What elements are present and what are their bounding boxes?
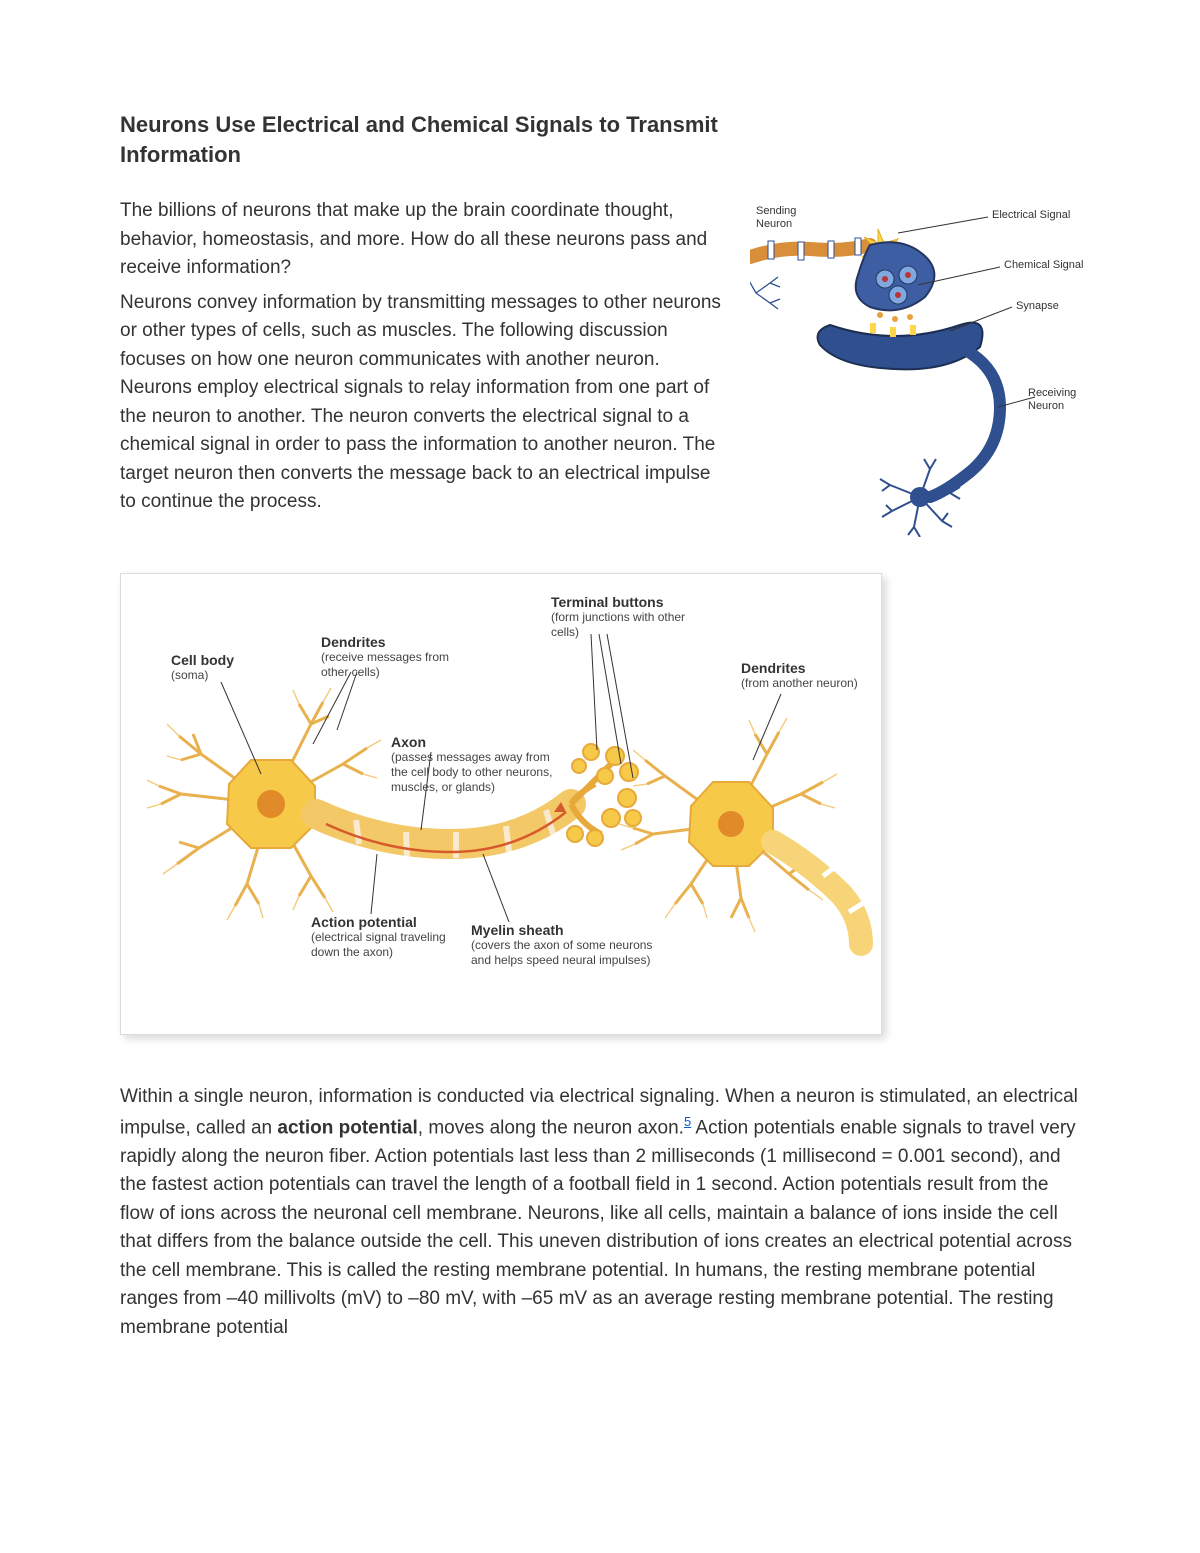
page-title: Neurons Use Electrical and Chemical Sign… — [120, 110, 740, 169]
label-synapse: Synapse — [1016, 300, 1059, 312]
lbl-action: Action potential — [311, 914, 461, 930]
lbl-myelin-s: (covers the axon of some neurons and hel… — [471, 938, 661, 968]
label-receiving: ReceivingNeuron — [1028, 387, 1076, 412]
lbl-myelin: Myelin sheath — [471, 922, 661, 938]
intro-p2: Neurons convey information by transmitti… — [120, 289, 726, 517]
neuron-diagram: Cell body (soma) Dendrites (receive mess… — [120, 573, 882, 1035]
intro-text: The billions of neurons that make up the… — [120, 197, 726, 523]
lbl-dendrites2-s: (from another neuron) — [741, 676, 861, 691]
lbl-terminal: Terminal buttons — [551, 594, 701, 610]
label-sending: SendingNeuron — [756, 205, 796, 230]
body-paragraph: Within a single neuron, information is c… — [120, 1083, 1080, 1342]
lbl-cellbody: Cell body — [171, 652, 234, 668]
lbl-dendrites2: Dendrites — [741, 660, 861, 676]
label-electrical: Electrical Signal — [992, 209, 1070, 221]
lbl-terminal-s: (form junctions with other cells) — [551, 610, 701, 640]
document-page: Neurons Use Electrical and Chemical Sign… — [0, 0, 1200, 1553]
body-rest: Action potentials enable signals to trav… — [120, 1117, 1076, 1338]
body-bold: action potential — [277, 1117, 417, 1138]
lbl-dendrites: Dendrites — [321, 634, 461, 650]
intro-section: The billions of neurons that make up the… — [120, 197, 1080, 537]
synapse-svg — [750, 197, 1080, 537]
lbl-dendrites-s: (receive messages from other cells) — [321, 650, 461, 680]
label-chemical: Chemical Signal — [1004, 259, 1083, 271]
lbl-axon: Axon — [391, 734, 561, 750]
intro-p1: The billions of neurons that make up the… — [120, 197, 726, 283]
body-post1: , moves along the neuron axon. — [418, 1117, 684, 1138]
lbl-action-s: (electrical signal traveling down the ax… — [311, 930, 461, 960]
lbl-cellbody-s: (soma) — [171, 668, 234, 683]
lbl-axon-s: (passes messages away from the cell body… — [391, 750, 561, 795]
synapse-figure: SendingNeuron Electrical Signal Chemical… — [750, 197, 1080, 537]
